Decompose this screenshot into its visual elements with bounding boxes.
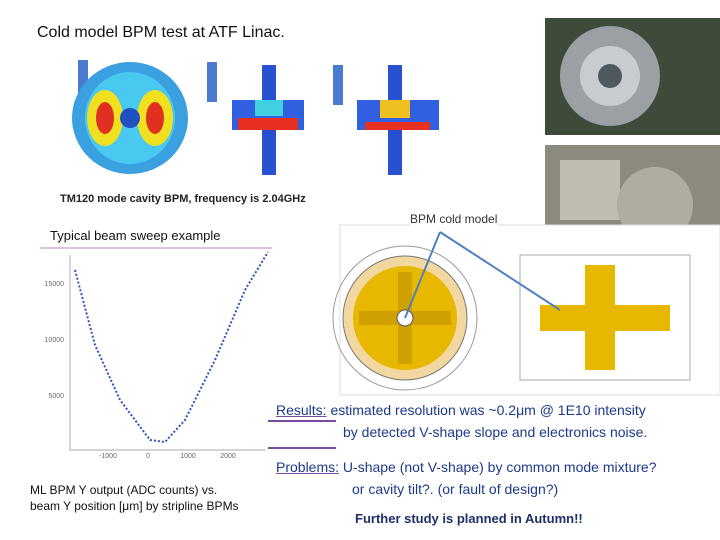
photo [545, 18, 720, 135]
drawing-label: BPM cold model [410, 212, 498, 226]
conclusion: Further study is planned in Autumn!! [355, 511, 583, 526]
sweep-plot [40, 247, 272, 451]
results-text: estimated resolution was ~0.2μm @ 1E10 i… [330, 402, 646, 418]
slide-title: Cold model BPM test at ATF Linac. [37, 24, 285, 41]
results-heading: Results: [276, 402, 327, 418]
simulation-image [333, 65, 439, 175]
y-tick-label: 5000 [48, 393, 64, 400]
x-tick-label: 1000 [180, 453, 196, 460]
simulation-caption: TM120 mode cavity BPM, frequency is 2.04… [60, 193, 306, 205]
plot-caption: Typical beam sweep example [50, 228, 221, 243]
problems-heading: Problems: [276, 459, 340, 475]
y-tick-label: 15000 [45, 281, 65, 288]
simulation-image [207, 62, 304, 175]
results-label: Results: estimated resolution was ~0.2μm… [276, 402, 646, 418]
simulation-image [72, 60, 188, 174]
results-text: by detected V-shape slope and electronic… [343, 424, 648, 440]
technical-drawing [332, 224, 720, 396]
problems-label: Problems: U-shape (not V-shape) by commo… [276, 459, 657, 475]
y-tick-label: 10000 [45, 337, 65, 344]
problems-text: or cavity tilt?. (or fault of design?) [352, 481, 559, 497]
x-tick-label: 2000 [220, 453, 236, 460]
problems-text: U-shape (not V-shape) by common mode mix… [342, 459, 657, 475]
x-tick-label: -1000 [99, 453, 117, 460]
x-tick-label: 0 [146, 453, 150, 460]
plot-description: ML BPM Y output (ADC counts) vs. [30, 483, 218, 497]
plot-description: beam Y position [μm] by stripline BPMs [30, 499, 239, 513]
